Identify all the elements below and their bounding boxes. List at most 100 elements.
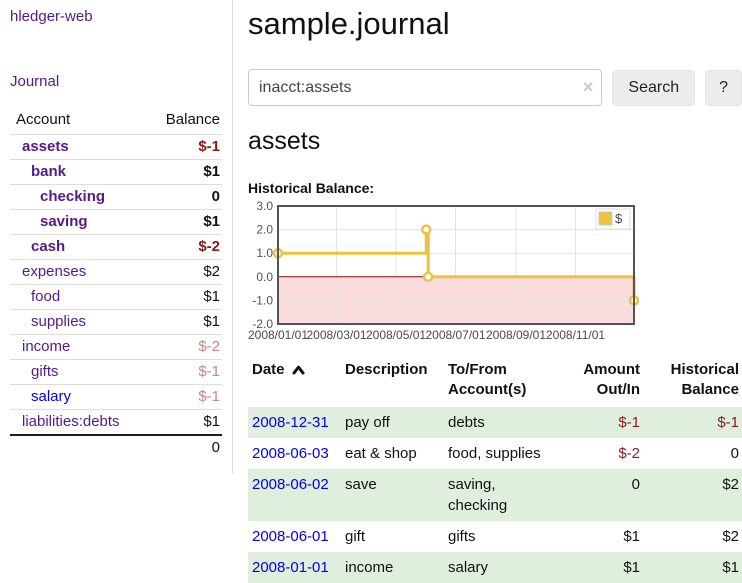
account-link[interactable]: bank	[31, 163, 67, 180]
account-balance: $-1	[145, 359, 222, 385]
search-input[interactable]	[248, 69, 603, 106]
search-button[interactable]: Search	[612, 69, 696, 106]
accounts-header-row: Account Balance	[10, 107, 222, 135]
account-link[interactable]: saving	[40, 213, 88, 230]
account-link[interactable]: salary	[31, 388, 72, 405]
txn-balance-cell: $-1	[640, 407, 742, 438]
transaction-row: 2008-06-01 gift gifts $1 $2	[248, 521, 742, 552]
accounts-total-row: 0	[10, 434, 222, 460]
txn-description-cell: gift	[345, 528, 366, 545]
svg-text:2008/01/01: 2008/01/01	[248, 328, 308, 342]
accounts-total-spacer	[10, 434, 146, 460]
account-link[interactable]: assets	[22, 138, 69, 155]
txn-balance-cell: $1	[640, 552, 742, 583]
txn-date-link[interactable]: 2008-06-02	[252, 476, 329, 493]
txn-date-link[interactable]: 2008-06-03	[252, 445, 329, 462]
account-balance: $-2	[145, 334, 222, 360]
account-link[interactable]: food	[31, 288, 61, 305]
transaction-row: 2008-06-02 save saving, checking 0 $2	[248, 469, 742, 521]
svg-text:0.0: 0.0	[256, 270, 273, 284]
txn-balance-cell: 0	[730, 445, 739, 462]
account-row: saving $1	[10, 209, 222, 235]
brand-link[interactable]: hledger-web	[10, 8, 93, 25]
svg-text:2008/03/01: 2008/03/01	[306, 328, 366, 342]
account-link[interactable]: expenses	[22, 263, 87, 280]
account-link[interactable]: income	[22, 338, 71, 355]
account-link[interactable]: gifts	[31, 363, 59, 380]
page-title: sample.journal	[248, 6, 450, 41]
txn-accounts-cell: saving, checking	[448, 469, 548, 521]
account-link[interactable]: supplies	[31, 313, 87, 330]
txn-description-cell: save	[345, 469, 448, 521]
accounts-total-value: 0	[145, 434, 222, 460]
svg-text:1.0: 1.0	[256, 246, 273, 260]
transaction-row: 2008-06-03 eat & shop food, supplies $-2 0	[248, 438, 742, 469]
help-button[interactable]: ?	[705, 69, 742, 106]
svg-text:2008/07/01: 2008/07/01	[425, 328, 485, 342]
account-balance: $-1	[145, 384, 222, 410]
account-link[interactable]: cash	[31, 238, 66, 255]
txn-balance-cell: $2	[722, 528, 739, 545]
account-row: salary $-1	[10, 384, 222, 410]
txn-accounts-cell: food, supplies	[448, 445, 541, 462]
register-table: Date Description To/From Account(s) Amou…	[248, 358, 742, 583]
main-content: sample.journal × Search ? assets Histori…	[233, 0, 742, 583]
txn-date-cell: 2008-12-31	[248, 407, 345, 438]
txn-accounts-cell: gifts	[448, 528, 476, 545]
chart-label: Historical Balance:	[248, 180, 375, 196]
txn-date-cell: 2008-01-01	[248, 552, 345, 583]
txn-date-link[interactable]: 2008-12-31	[252, 414, 329, 431]
accounts-table-body: assets $-1 bank $1 checking 0 saving $1 cash $-2 e…	[10, 134, 222, 435]
clear-search-icon[interactable]: ×	[582, 77, 594, 97]
sort-ascending-icon	[292, 365, 305, 375]
account-row: expenses $2	[10, 259, 222, 285]
account-balance: $1	[145, 159, 222, 185]
txn-description-cell: eat & shop	[345, 445, 417, 462]
txn-amount-cell: $1	[623, 528, 640, 545]
txn-amount-cell: $-2	[618, 445, 640, 462]
account-row: cash $-2	[10, 234, 222, 260]
account-balance: $-2	[145, 234, 222, 260]
txn-description-cell: income	[345, 552, 448, 583]
svg-text:$: $	[615, 211, 623, 226]
txn-amount-cell: $1	[548, 552, 640, 583]
accounts-table: Account Balance assets $-1 bank $1 checking 0…	[10, 107, 222, 460]
account-balance: $1	[145, 309, 222, 335]
account-title: assets	[248, 127, 321, 155]
nav-journal-link[interactable]: Journal	[10, 73, 60, 90]
register-table-body: 2008-12-31 pay off debts $-1 $-1 2008-06-03 ea…	[248, 407, 742, 583]
txn-accounts-cell: salary	[448, 552, 548, 583]
account-row: income $-2	[10, 334, 222, 360]
register-header-accounts: To/From Account(s)	[448, 361, 527, 398]
register-header-date[interactable]: Date	[248, 358, 345, 407]
account-row: liabilities:debts $1	[10, 409, 222, 435]
svg-text:-1.0: -1.0	[252, 293, 273, 307]
account-link[interactable]: liabilities:debts	[22, 413, 120, 430]
account-row: checking 0	[10, 184, 222, 210]
register-header-date-label: Date	[252, 361, 285, 378]
txn-amount-cell: $-1	[548, 407, 640, 438]
account-row: gifts $-1	[10, 359, 222, 385]
txn-balance-cell: $2	[640, 469, 742, 521]
search-row: × Search ?	[248, 69, 742, 106]
txn-date-cell: 2008-06-01	[248, 521, 345, 552]
txn-amount-cell: 0	[548, 469, 640, 521]
txn-date-link[interactable]: 2008-06-01	[252, 528, 329, 545]
svg-text:2.0: 2.0	[256, 223, 273, 237]
account-balance: 0	[145, 184, 222, 210]
account-balance: $1	[145, 284, 222, 310]
register-header-description: Description	[345, 361, 428, 378]
accounts-header-account: Account	[16, 111, 71, 128]
register-header-amount: Amount Out/In	[583, 361, 640, 398]
svg-text:2008/05/01: 2008/05/01	[366, 328, 426, 342]
svg-text:-2.0: -2.0	[252, 317, 273, 331]
account-link[interactable]: checking	[40, 188, 106, 205]
account-row: assets $-1	[10, 134, 222, 160]
search-box: ×	[248, 69, 603, 106]
account-balance: $2	[145, 259, 222, 285]
txn-date-link[interactable]: 2008-01-01	[252, 559, 329, 576]
account-balance: $1	[145, 409, 222, 435]
transaction-row: 2008-12-31 pay off debts $-1 $-1	[248, 407, 742, 438]
register-header-balance: Historical Balance	[670, 361, 739, 398]
